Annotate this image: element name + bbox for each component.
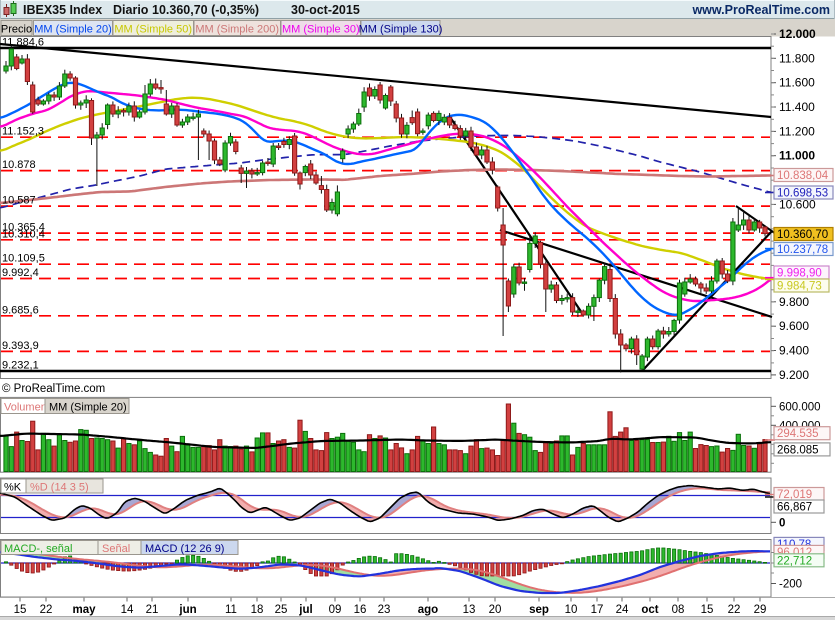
svg-text:10.310,4: 10.310,4 (2, 228, 45, 240)
svg-text:9.200: 9.200 (779, 368, 809, 382)
svg-text:sep: sep (529, 604, 549, 616)
svg-text:jun: jun (178, 604, 196, 616)
svg-text:0: 0 (779, 517, 785, 529)
svg-text:11: 11 (225, 604, 237, 616)
svg-text:22: 22 (728, 604, 741, 616)
svg-text:11.884,6: 11.884,6 (2, 37, 44, 49)
svg-text:16: 16 (354, 604, 367, 616)
svg-text:MM (Simple 20): MM (Simple 20) (49, 402, 127, 414)
svg-text:24: 24 (616, 604, 629, 616)
svg-text:-200: -200 (779, 579, 802, 591)
svg-text:09: 09 (329, 604, 342, 616)
svg-text:9.998,90: 9.998,90 (777, 268, 822, 280)
svg-text:21: 21 (146, 604, 159, 616)
svg-text:© ProRealTime.com: © ProRealTime.com (2, 383, 105, 395)
svg-text:14: 14 (121, 604, 134, 616)
svg-text:10.698,53: 10.698,53 (777, 188, 828, 200)
svg-text:11.400: 11.400 (779, 100, 815, 114)
svg-text:9.393,9: 9.393,9 (2, 340, 39, 352)
svg-text:10.878: 10.878 (2, 159, 36, 171)
svg-text:Diario: Diario (113, 3, 149, 17)
svg-text:www.ProRealTime.com: www.ProRealTime.com (691, 3, 830, 17)
svg-text:30-oct-2015: 30-oct-2015 (291, 3, 360, 17)
svg-text:MM (Simple 30): MM (Simple 30) (282, 24, 360, 36)
svg-text:15: 15 (14, 604, 27, 616)
svg-text:66,867: 66,867 (777, 502, 812, 514)
svg-text:08: 08 (672, 604, 685, 616)
svg-text:9.984,73: 9.984,73 (777, 281, 822, 293)
svg-text:23: 23 (378, 604, 391, 616)
svg-text:Señal: Señal (102, 543, 130, 555)
svg-text:10: 10 (565, 604, 578, 616)
svg-text:10.587: 10.587 (2, 195, 36, 207)
svg-text:10.365,4: 10.365,4 (2, 222, 45, 234)
svg-text:oct: oct (641, 604, 658, 616)
svg-text:ago: ago (418, 604, 438, 616)
svg-text:%K: %K (4, 482, 22, 494)
svg-text:25: 25 (275, 604, 288, 616)
svg-text:11.200: 11.200 (779, 124, 815, 138)
svg-text:MM (Simple 200): MM (Simple 200) (195, 24, 279, 36)
svg-text:9.400: 9.400 (779, 344, 809, 358)
svg-text:9.992,4: 9.992,4 (2, 267, 39, 279)
svg-text:11.800: 11.800 (779, 51, 815, 65)
svg-text:10.600: 10.600 (779, 197, 816, 211)
svg-text:MM (Simple 50): MM (Simple 50) (114, 24, 192, 36)
svg-text:9.232,1: 9.232,1 (2, 360, 39, 372)
svg-text:Volumen: Volumen (4, 402, 47, 414)
svg-text:9.685,6: 9.685,6 (2, 304, 39, 316)
svg-text:11.152,3: 11.152,3 (2, 126, 44, 138)
svg-text:IBEX35 Index: IBEX35 Index (23, 3, 102, 17)
svg-text:jul: jul (298, 604, 312, 616)
svg-text:11.600: 11.600 (779, 76, 815, 90)
svg-text:13: 13 (463, 604, 476, 616)
svg-text:20: 20 (489, 604, 502, 616)
svg-text:72,019: 72,019 (777, 489, 812, 501)
svg-text:MACD (12 26 9): MACD (12 26 9) (145, 543, 224, 555)
svg-text:17: 17 (591, 604, 604, 616)
svg-text:10.838,04: 10.838,04 (777, 170, 829, 182)
svg-text:18: 18 (251, 604, 264, 616)
svg-text:MM (Simple 20): MM (Simple 20) (34, 24, 112, 36)
svg-text:%D (14 3 5): %D (14 3 5) (30, 482, 89, 494)
svg-text:10.109,5: 10.109,5 (2, 253, 45, 265)
svg-text:11.000: 11.000 (779, 149, 815, 163)
svg-text:may: may (72, 604, 96, 616)
svg-text:268.085: 268.085 (777, 444, 819, 456)
svg-text:600.000: 600.000 (779, 401, 821, 413)
svg-text:22,712: 22,712 (777, 555, 812, 567)
svg-text:10.360,70 (-0,35%): 10.360,70 (-0,35%) (152, 3, 259, 17)
svg-text:10.237,78: 10.237,78 (777, 244, 828, 256)
svg-text:22: 22 (40, 604, 53, 616)
svg-text:MM (Simple 130): MM (Simple 130) (359, 24, 443, 36)
svg-text:15: 15 (701, 604, 714, 616)
svg-text:12.000: 12.000 (779, 27, 816, 41)
svg-text:10.360,70: 10.360,70 (777, 229, 828, 241)
svg-text:9.800: 9.800 (779, 295, 809, 309)
svg-text:Precio: Precio (1, 24, 32, 36)
svg-text:29: 29 (754, 604, 767, 616)
svg-text:MACD-, señal: MACD-, señal (4, 543, 72, 555)
svg-text:294.535: 294.535 (777, 428, 819, 440)
svg-text:9.600: 9.600 (779, 319, 809, 333)
